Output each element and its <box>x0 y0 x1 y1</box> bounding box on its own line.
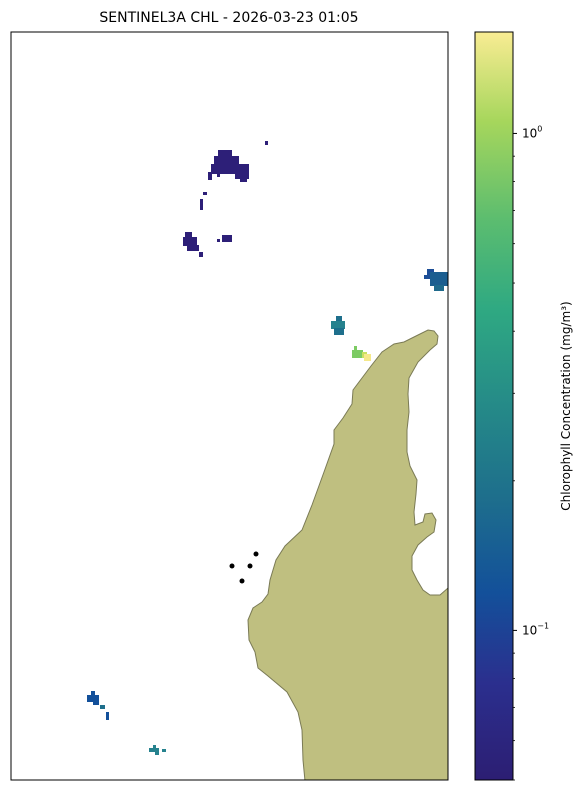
cluster-north-large <box>200 141 268 210</box>
cluster-east-edge <box>424 269 448 291</box>
coastline-land <box>247 329 448 780</box>
colorbar-tick-exponent: −1 <box>537 621 549 630</box>
colorbar-tick-base: 10 <box>522 126 537 140</box>
chart-title: SENTINEL3A CHL - 2026-03-23 01:05 <box>99 10 358 26</box>
colorbar-tick-base: 10 <box>522 623 537 637</box>
station-marker <box>239 578 245 584</box>
station-marker <box>247 563 253 569</box>
colorbar-label: Chlorophyll Concentration (mg/m³) <box>559 301 573 510</box>
station-marker <box>229 563 235 569</box>
colorbar-tick-label: 100 <box>522 124 542 140</box>
map-area <box>11 32 448 780</box>
colorbar-gradient <box>474 31 514 781</box>
cluster-southwest <box>87 691 166 755</box>
cluster-cape <box>331 316 371 361</box>
colorbar-tick-exponent: 0 <box>537 124 542 133</box>
cluster-north-mid <box>183 232 232 257</box>
colorbar-tick-label: 10−1 <box>522 621 549 637</box>
map-frame <box>10 31 449 781</box>
station-markers <box>229 551 259 584</box>
station-marker <box>253 551 259 557</box>
